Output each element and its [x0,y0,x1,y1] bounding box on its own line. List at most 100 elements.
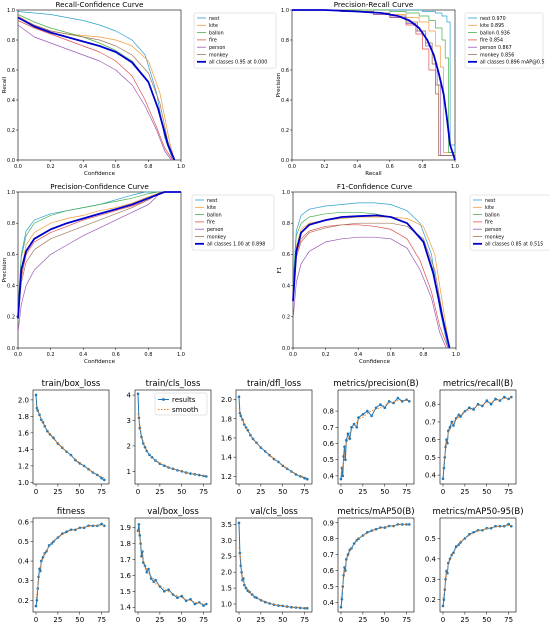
y-tick-label: 0.6 [281,68,289,74]
x-tick-label: 0.0 [14,352,22,358]
y-tick-label: 0.0 [7,346,15,352]
plot-frame [134,517,212,613]
series-line-4 [292,9,456,160]
x-tick-label: 25 [53,616,62,624]
results-point [339,477,343,481]
results-point [78,462,82,465]
legend-label: ballon [485,212,500,218]
legend-label: smooth [172,406,198,414]
curve-panel-3: F1-Confidence Curve 0.00.0 0.2 0.2 0.4 0.4 0.6… [277,182,550,365]
chart-title: fitness [57,507,86,517]
y-tick-label: 1.6 [221,434,233,442]
smooth-line [442,397,512,469]
y-tick-label: 0.2 [281,128,289,134]
y-tick-label: 0.4 [282,283,290,289]
plot-frame [235,389,313,485]
results-point [383,406,387,410]
y-tick-label: 1.0 [221,601,232,609]
curve-panel-2: Precision-Confidence Curve 0.00.0 0.2 0.2 0.… [2,182,275,365]
y-axis-label: Recall [2,76,8,93]
results-point [476,402,480,406]
results-point [408,400,411,403]
y-tick-label: 0.6 [18,518,30,526]
series-line-5 [17,17,175,161]
x-tick-label: 1.0 [177,164,185,170]
smooth-line [137,413,207,477]
curve-panel-0: Recall-Confidence Curve 0.00.0 0.2 0.2 0.4 0.… [2,0,277,177]
y-tick-label: 0.6 [323,567,335,575]
results-point [147,567,150,571]
chart-title: metrics/mAP50(B) [337,507,414,517]
y-tick-label: 2.0 [221,569,232,577]
series-line-4 [17,191,181,333]
results-point [205,475,208,478]
results-line [137,393,207,477]
series-line-0 [292,202,449,349]
series-line-3 [292,224,449,349]
legend-label: monkey [207,234,226,240]
results-point [352,422,356,426]
results-point [408,523,411,526]
legend-label: nest [209,16,219,22]
results-point [238,551,242,555]
y-tick-label: 0.2 [7,315,15,321]
results-point [167,588,170,591]
x-tick-label: 0.0 [288,164,296,170]
results-point [396,396,400,400]
results-point [52,436,55,440]
results-point [176,596,179,599]
legend-label: all classes 0.95 at 0.000 [209,60,267,66]
y-axis-label: Precision [2,257,8,282]
results-panel-6: val/box_loss 0 25 50 75 1.4 1.5 1.6 1.7 1.8 1.9 [120,507,212,624]
x-tick-label: 0.6 [112,352,120,358]
results-point [366,409,369,413]
x-tick-label: 75 [199,616,208,624]
results-point [246,429,250,432]
results-point [136,392,140,396]
y-tick-label: 0.6 [282,252,290,258]
plot-frame [291,9,456,161]
series-line-3 [292,9,456,160]
x-tick-label: 25 [53,488,62,496]
results-point [350,547,353,550]
y-tick-label: 2.5 [221,553,232,561]
results-point [340,598,344,601]
x-tick-label: 0.4 [79,352,87,358]
results-point [198,473,201,477]
y-tick-label: 0.5 [18,538,29,546]
results-point [348,437,352,440]
x-tick-label: 0 [136,488,140,496]
y-tick-label: 0.7 [323,424,334,432]
x-tick-label: 0 [441,488,445,496]
x-tick-label: 75 [199,488,208,496]
legend-label: kite [209,23,218,29]
smooth-line [238,547,308,609]
plot-frame [337,517,415,613]
results-point [345,438,348,442]
results-point [180,594,184,598]
y-tick-label: 0.2 [7,128,15,134]
y-tick-label: 1.2 [221,473,232,481]
x-tick-label: 50 [75,488,84,496]
x-tick-label: 0.6 [386,164,394,170]
results-point [290,605,293,609]
series-line-2 [17,191,181,311]
y-tick-label: 0.4 [18,558,30,566]
x-tick-label: 0 [339,616,343,624]
y-tick-label: 0.0 [282,346,290,352]
y-tick-label: 1.6 [18,429,30,437]
legend-marker [162,398,165,401]
y-tick-label: 1.4 [18,446,30,454]
smooth-line [238,408,308,479]
y-tick-label: 0.4 [7,283,15,289]
results-point [452,424,455,427]
results-point [472,408,475,411]
x-tick-label: 0.2 [47,164,55,170]
plot-frame [337,389,415,485]
legend: results smooth [154,392,208,416]
smooth-line [35,404,105,479]
y-tick-label: 0.6 [7,252,15,258]
